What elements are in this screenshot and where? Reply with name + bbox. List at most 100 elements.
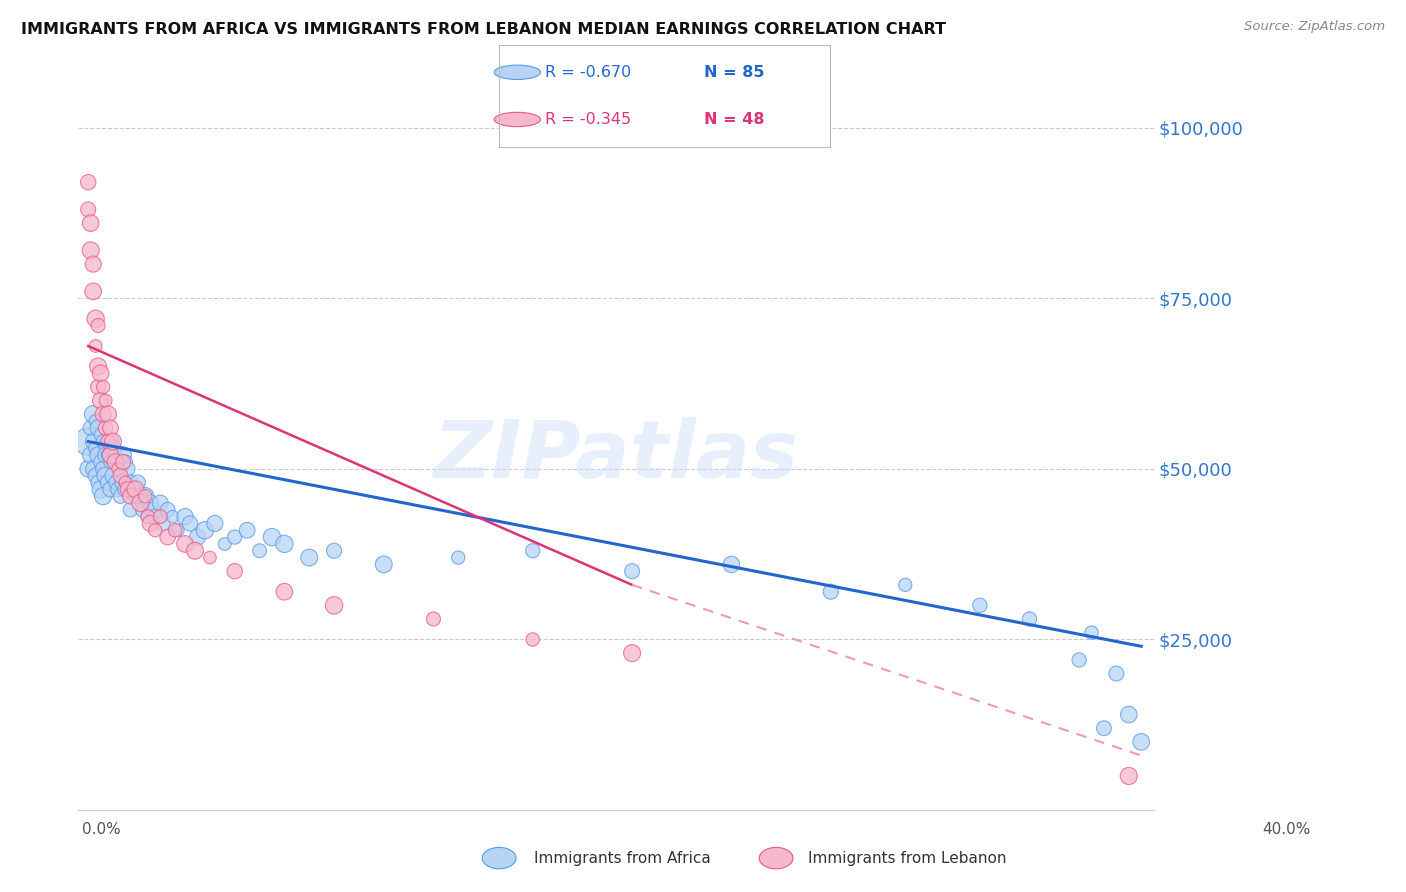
Point	[260, 530, 283, 544]
Point	[273, 584, 295, 599]
Point	[84, 311, 107, 326]
Point	[621, 564, 644, 578]
Point	[134, 489, 156, 503]
Point	[100, 455, 122, 469]
Point	[91, 462, 114, 476]
Point	[91, 434, 114, 449]
Circle shape	[494, 65, 540, 79]
Point	[100, 483, 122, 497]
Point	[152, 516, 174, 531]
Point	[1069, 653, 1091, 667]
Point	[969, 599, 991, 613]
Point	[82, 257, 104, 271]
Point	[94, 442, 117, 456]
Point	[156, 530, 179, 544]
Point	[236, 523, 259, 537]
Point	[120, 489, 142, 503]
Point	[82, 462, 104, 476]
Point	[1118, 769, 1140, 783]
Point	[91, 489, 114, 503]
Point	[104, 448, 127, 462]
Point	[77, 462, 100, 476]
Text: 0.0%: 0.0%	[82, 822, 121, 837]
Point	[80, 244, 103, 258]
Text: IMMIGRANTS FROM AFRICA VS IMMIGRANTS FROM LEBANON MEDIAN EARNINGS CORRELATION CH: IMMIGRANTS FROM AFRICA VS IMMIGRANTS FRO…	[21, 22, 946, 37]
Point	[104, 455, 127, 469]
Point	[117, 462, 139, 476]
Point	[1092, 721, 1115, 735]
Point	[107, 455, 129, 469]
Point	[84, 468, 107, 483]
Point	[127, 475, 149, 490]
Point	[194, 523, 217, 537]
Point	[323, 599, 346, 613]
Point	[87, 318, 110, 333]
Point	[162, 509, 184, 524]
Point	[149, 509, 172, 524]
Text: 40.0%: 40.0%	[1263, 822, 1310, 837]
Point	[124, 483, 146, 497]
Text: N = 48: N = 48	[704, 112, 765, 127]
Point	[143, 523, 166, 537]
Point	[114, 455, 136, 469]
Point	[120, 503, 142, 517]
Point	[90, 483, 112, 497]
Point	[87, 421, 110, 435]
Point	[122, 483, 145, 497]
Point	[111, 448, 134, 462]
Point	[94, 393, 117, 408]
Point	[323, 543, 346, 558]
Point	[273, 537, 295, 551]
Text: ZIPatlas: ZIPatlas	[433, 417, 799, 495]
Point	[80, 448, 103, 462]
Point	[97, 448, 120, 462]
Text: N = 85: N = 85	[704, 65, 765, 79]
Point	[129, 489, 152, 503]
Point	[87, 359, 110, 374]
Point	[101, 468, 124, 483]
Point	[166, 523, 188, 537]
Point	[1105, 666, 1128, 681]
Point	[184, 543, 207, 558]
Point	[142, 503, 165, 517]
Point	[621, 646, 644, 660]
Text: Immigrants from Lebanon: Immigrants from Lebanon	[808, 851, 1007, 865]
Point	[97, 434, 120, 449]
Point	[1130, 735, 1153, 749]
Text: Source: ZipAtlas.com: Source: ZipAtlas.com	[1244, 20, 1385, 33]
Point	[894, 578, 917, 592]
Point	[186, 530, 208, 544]
Point	[82, 434, 104, 449]
Point	[77, 175, 100, 189]
Point	[1018, 612, 1040, 626]
Point	[149, 496, 172, 510]
Point	[136, 509, 159, 524]
Circle shape	[494, 112, 540, 127]
Point	[90, 366, 112, 380]
Point	[107, 462, 129, 476]
Point	[522, 632, 544, 647]
Point	[132, 503, 155, 517]
Point	[214, 537, 236, 551]
Point	[198, 550, 221, 565]
Point	[91, 407, 114, 421]
Point	[139, 516, 162, 531]
Point	[249, 543, 271, 558]
Point	[101, 442, 124, 456]
Point	[156, 503, 179, 517]
Point	[174, 509, 197, 524]
Point	[111, 475, 134, 490]
Point	[204, 516, 226, 531]
Point	[97, 407, 120, 421]
Point	[447, 550, 470, 565]
Point	[100, 434, 122, 449]
Point	[94, 468, 117, 483]
Point	[820, 584, 842, 599]
Point	[110, 462, 132, 476]
Point	[82, 285, 104, 299]
Point	[90, 393, 112, 408]
Point	[87, 380, 110, 394]
Point	[134, 489, 156, 503]
Point	[90, 455, 112, 469]
Point	[139, 496, 162, 510]
